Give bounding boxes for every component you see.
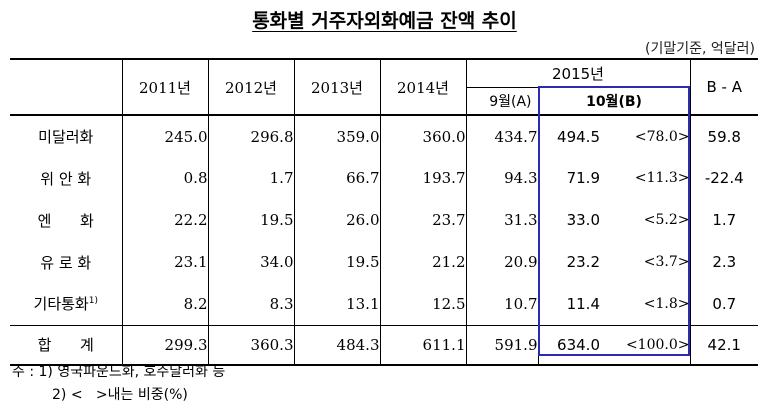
row-label: 미달러화 xyxy=(10,115,123,157)
cell-share: <5.2> xyxy=(600,199,691,241)
cell-oct: 11.4 xyxy=(566,294,600,313)
deposit-table: 2011년 2012년 2013년 2014년 2015년 B - A 9월(A… xyxy=(10,58,758,366)
cell-diff: 0.7 xyxy=(712,294,737,313)
cell-value: 19.5 xyxy=(208,199,295,241)
cell-oct: 71.9 xyxy=(566,169,600,187)
table-row: 엔 화 22.2 19.5 26.0 23.7 31.3 33.0 <5.2> … xyxy=(10,199,758,241)
cell-value: 13.1 xyxy=(294,283,381,325)
cell-diff: 1.7 xyxy=(712,211,737,229)
header-year-2013: 2013년 xyxy=(294,59,381,115)
header-sep: 9월(A) xyxy=(466,87,539,115)
cell-value: 20.9 xyxy=(466,241,539,283)
cell-value: 359.0 xyxy=(294,115,381,157)
cell-share: <11.3> xyxy=(600,157,691,199)
header-year-2015: 2015년 xyxy=(466,59,691,88)
cell-value: 23.7 xyxy=(380,199,467,241)
cell-value: 19.5 xyxy=(294,241,381,283)
cell-value: 10.7 xyxy=(466,283,539,325)
cell-value: 591.9 xyxy=(466,324,539,365)
cell-value: 360.0 xyxy=(380,115,467,157)
footnote-marker: 1) xyxy=(88,296,98,307)
cell-oct: 33.0 xyxy=(566,211,600,229)
table-row: 기타통화1) 8.2 8.3 13.1 12.5 10.7 11.4 <1.8>… xyxy=(10,283,758,325)
cell-value: 611.1 xyxy=(380,324,467,365)
cell-value: 23.1 xyxy=(122,241,209,283)
cell-value: 8.3 xyxy=(208,283,295,325)
cell-value: 34.0 xyxy=(208,241,295,283)
cell-value: 8.2 xyxy=(122,283,209,325)
cell-value: 0.8 xyxy=(122,157,209,199)
cell-share: <3.7> xyxy=(600,241,691,283)
cell-diff: 2.3 xyxy=(712,253,737,271)
note-line-1: 주 : 1) 영국파운드화, 호주달러화 등 xyxy=(12,364,226,380)
header-year-2011: 2011년 xyxy=(122,59,209,115)
cell-value: 299.3 xyxy=(122,324,209,365)
cell-value: 434.7 xyxy=(466,115,539,157)
cell-value: 193.7 xyxy=(380,157,467,199)
corner-cell xyxy=(10,59,123,115)
row-label: 기타통화1) xyxy=(10,283,123,325)
cell-value: 26.0 xyxy=(294,199,381,241)
note-line-2: 2) < >내는 비중(%) xyxy=(52,387,188,403)
table-row: 위 안 화 0.8 1.7 66.7 193.7 94.3 71.9 <11.3… xyxy=(10,157,758,199)
cell-share: <100.0> xyxy=(600,324,691,365)
unit-label: (기말기준, 억달러) xyxy=(645,41,755,57)
cell-diff: -22.4 xyxy=(704,169,744,187)
cell-diff: 59.8 xyxy=(707,127,741,146)
cell-diff: 42.1 xyxy=(690,324,758,365)
cell-value: 21.2 xyxy=(380,241,467,283)
cell-value: 22.2 xyxy=(122,199,209,241)
row-label: 유 로 화 xyxy=(10,241,123,283)
cell-value: 360.3 xyxy=(208,324,295,365)
cell-value: 296.8 xyxy=(208,115,295,157)
header-year-2014: 2014년 xyxy=(380,59,467,115)
table-row: 유 로 화 23.1 34.0 19.5 21.2 20.9 23.2 <3.7… xyxy=(10,241,758,283)
table-title: 통화별 거주자외화예금 잔액 추이 xyxy=(252,10,517,32)
cell-value: 31.3 xyxy=(466,199,539,241)
cell-oct: 634.0 xyxy=(538,324,600,365)
header-oct: 10월(B) xyxy=(538,87,691,115)
cell-value: 1.7 xyxy=(208,157,295,199)
header-diff: B - A xyxy=(706,78,742,96)
cell-share: <78.0> xyxy=(600,115,691,157)
cell-oct: 494.5 xyxy=(557,127,600,146)
cell-value: 12.5 xyxy=(380,283,467,325)
row-label: 엔 화 xyxy=(10,199,123,241)
row-label-text: 기타통화 xyxy=(33,295,89,314)
cell-oct: 23.2 xyxy=(566,253,600,271)
cell-value: 66.7 xyxy=(294,157,381,199)
total-row: 합 계 299.3 360.3 484.3 611.1 591.9 634.0 … xyxy=(10,324,758,365)
row-label: 위 안 화 xyxy=(10,157,123,199)
header-year-2012: 2012년 xyxy=(208,59,295,115)
total-label: 합 계 xyxy=(10,324,123,365)
cell-value: 245.0 xyxy=(122,115,209,157)
table-row: 미달러화 245.0 296.8 359.0 360.0 434.7 494.5… xyxy=(10,115,758,157)
cell-value: 94.3 xyxy=(466,157,539,199)
cell-value: 484.3 xyxy=(294,324,381,365)
cell-share: <1.8> xyxy=(600,283,691,325)
